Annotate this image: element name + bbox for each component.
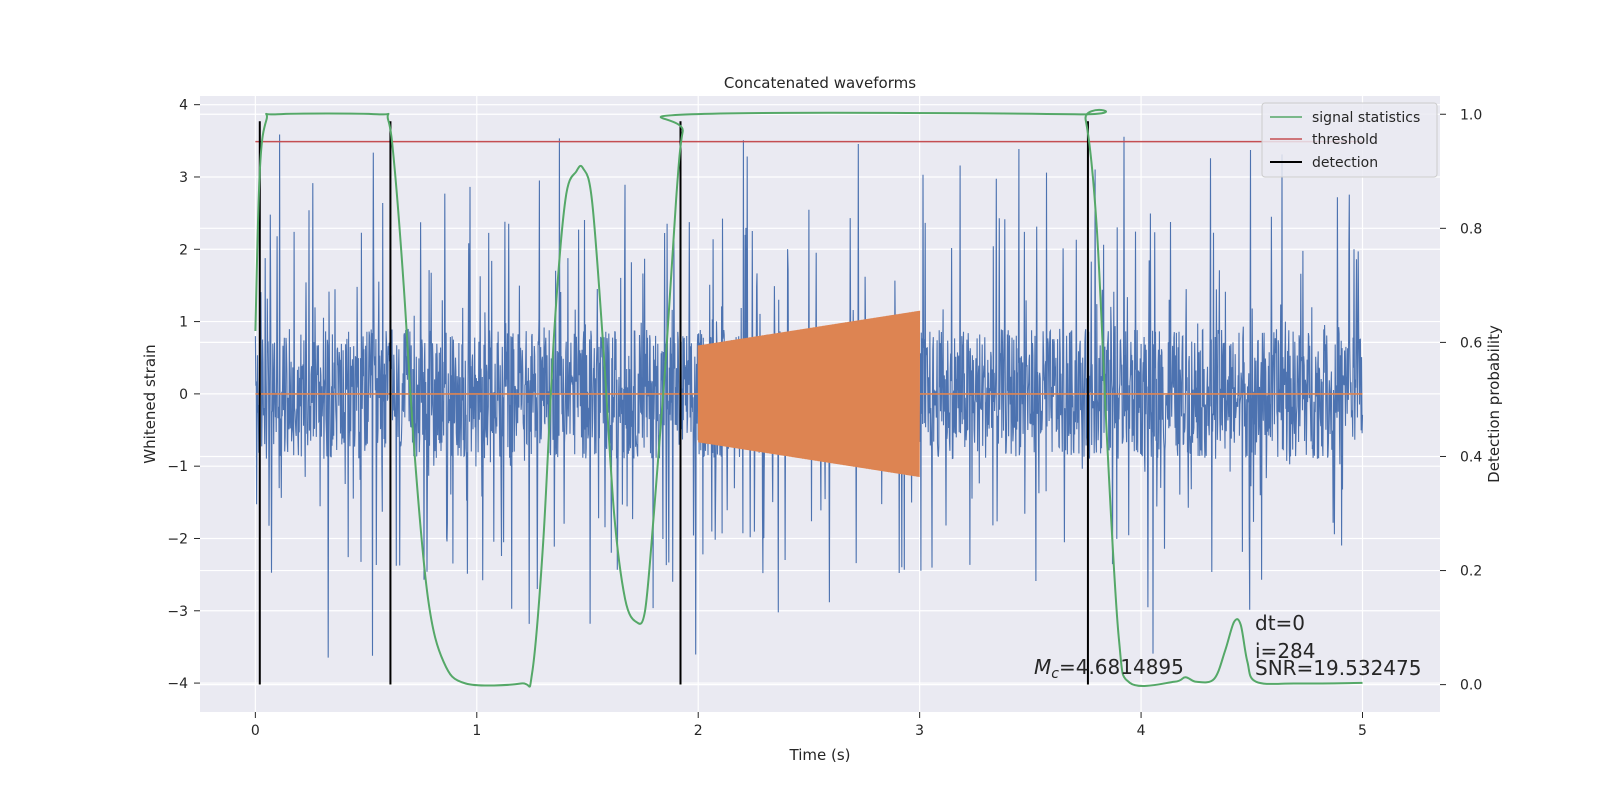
x-tick-label: 3 xyxy=(915,723,924,739)
x-axis-label: Time (s) xyxy=(789,746,851,764)
legend-frame xyxy=(1261,102,1438,178)
y-tick-label: 0 xyxy=(179,387,188,403)
annotations: Mc=4.6814895 dt=0 i=284 SNR=19.532475 xyxy=(1034,611,1421,682)
y-axis-label: Whitened strain xyxy=(141,344,159,463)
legend-label-detection: detection xyxy=(1312,155,1378,171)
y-right-tick-label: 0.4 xyxy=(1460,449,1482,465)
y-tick-label: 2 xyxy=(179,242,188,258)
x-tick-label: 1 xyxy=(472,723,481,739)
i-annotation: i=284 xyxy=(1255,639,1316,663)
y-tick-label: 1 xyxy=(179,315,188,331)
x-tick-label: 5 xyxy=(1358,723,1367,739)
signal-statistics-line xyxy=(254,109,1363,688)
x-tick-label: 4 xyxy=(1137,723,1146,739)
dt-annotation: dt=0 xyxy=(1255,611,1305,635)
y-tick-label: 4 xyxy=(179,98,188,114)
y-right-tick-label: 1.0 xyxy=(1460,107,1482,123)
y-right-tick-label: 0.8 xyxy=(1460,221,1482,237)
y-right-tick-label: 0.2 xyxy=(1460,564,1482,580)
legend: signal statistics threshold detection xyxy=(1261,102,1438,178)
legend-label-signal-statistics: signal statistics xyxy=(1312,110,1420,126)
legend-label-threshold: threshold xyxy=(1312,132,1378,148)
noise-series-line xyxy=(254,134,1364,658)
chirp-mass-subscript: c xyxy=(1051,666,1059,682)
chirp-mass-annotation: Mc=4.6814895 xyxy=(1034,655,1184,682)
x-tick-label: 0 xyxy=(251,723,260,739)
snr-annotation: SNR=19.532475 xyxy=(1255,656,1421,680)
y-axis-right-label: Detection probability xyxy=(1485,325,1503,483)
detection-lines xyxy=(258,121,1089,685)
chirp-mass-symbol: M xyxy=(1034,655,1051,679)
y-tick-label: −1 xyxy=(167,459,188,475)
y-tick-label: −3 xyxy=(167,604,188,620)
chart-title: Concatenated waveforms xyxy=(724,74,916,92)
data-layer xyxy=(254,109,1364,688)
y-right-tick-label: 0.0 xyxy=(1460,678,1482,694)
y-tick-label: −2 xyxy=(167,531,188,547)
y-right-tick-label: 0.6 xyxy=(1460,335,1482,351)
x-tick-label: 2 xyxy=(694,723,703,739)
chirp-mass-value: =4.6814895 xyxy=(1059,655,1184,679)
y-tick-label: 3 xyxy=(179,170,188,186)
y-tick-label: −4 xyxy=(167,676,188,692)
axes-ticks: 0 1 2 3 4 5 −4 −3 −2 −1 0 1 2 3 4 0.0 0.2 0.4 0.6 0.8 1.0 xyxy=(167,98,1482,739)
template-series-line xyxy=(697,310,921,478)
